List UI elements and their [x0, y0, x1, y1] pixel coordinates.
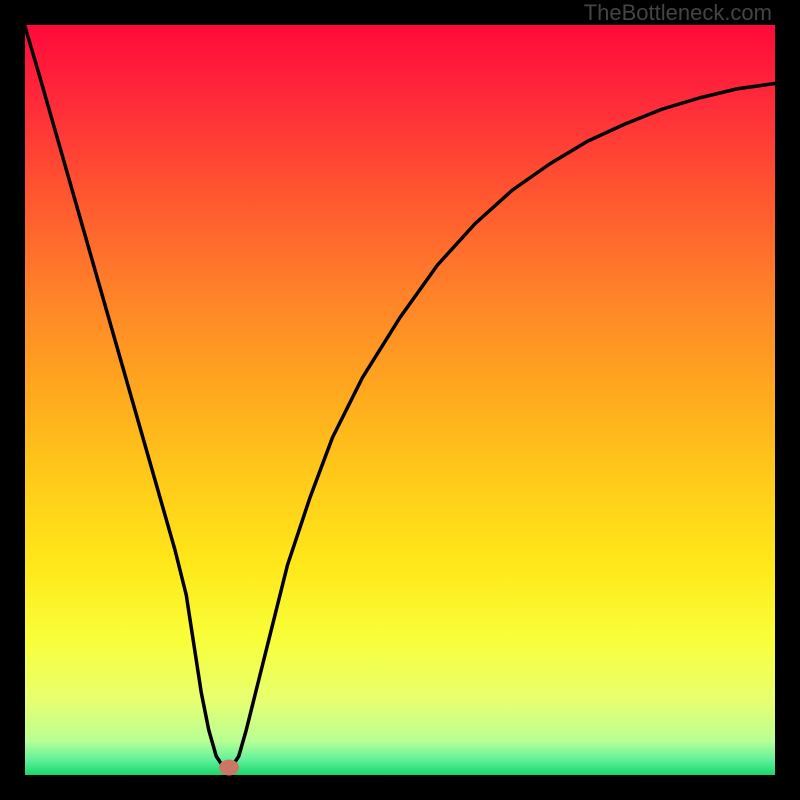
- plot-background: [25, 25, 775, 775]
- min-point-marker: [219, 760, 239, 776]
- chart-frame: TheBottleneck.com: [0, 0, 800, 800]
- watermark-label: TheBottleneck.com: [584, 0, 772, 26]
- chart-svg: [0, 0, 800, 800]
